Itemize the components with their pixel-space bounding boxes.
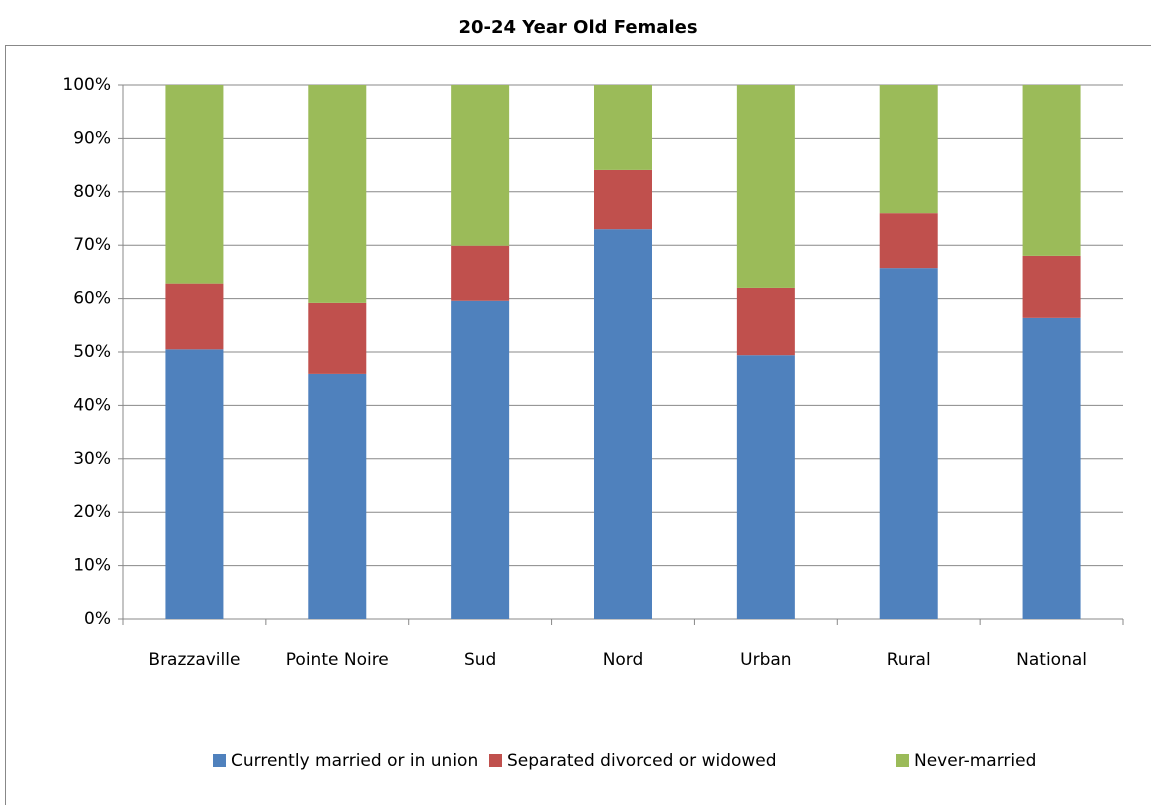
bar-segment (880, 213, 938, 268)
y-tick-label: 80% (73, 182, 111, 202)
x-tick-label: Nord (603, 650, 644, 670)
legend-label: Separated divorced or widowed (507, 751, 777, 771)
y-tick-label: 70% (73, 235, 111, 255)
legend-label: Never-married (914, 751, 1036, 771)
bar-segment (880, 85, 938, 213)
bar-segment (594, 85, 652, 170)
bar-segment (880, 268, 938, 619)
legend-label: Currently married or in union (231, 751, 478, 771)
bar-segment (1023, 256, 1081, 318)
bar-segment (594, 170, 652, 229)
bar-segment (308, 85, 366, 303)
y-tick-label: 30% (73, 449, 111, 469)
bar-segment (451, 85, 509, 246)
y-tick-label: 10% (73, 556, 111, 576)
y-tick-label: 0% (84, 609, 111, 629)
bar-segment (165, 85, 223, 284)
bar-segment (737, 85, 795, 288)
y-tick-label: 20% (73, 502, 111, 522)
y-tick-label: 100% (62, 75, 111, 95)
y-tick-label: 50% (73, 342, 111, 362)
bar-segment (308, 303, 366, 374)
bar-segment (737, 355, 795, 619)
legend-swatch (213, 754, 226, 767)
bar-segment (737, 288, 795, 355)
bar-segment (308, 374, 366, 619)
y-tick-label: 90% (73, 128, 111, 148)
bar-segment (165, 284, 223, 350)
bar-segment (451, 301, 509, 619)
bar-segment (1023, 318, 1081, 619)
bar-segment (451, 246, 509, 301)
bar-segment (594, 229, 652, 619)
bar-segment (1023, 85, 1081, 256)
y-tick-label: 40% (73, 395, 111, 415)
x-tick-label: Rural (887, 650, 931, 670)
x-tick-label: Brazzaville (148, 650, 240, 670)
x-tick-label: Sud (464, 650, 496, 670)
y-tick-label: 60% (73, 289, 111, 309)
legend-swatch (489, 754, 502, 767)
x-tick-label: Urban (740, 650, 791, 670)
bar-segment (165, 349, 223, 619)
chart-title: 20-24 Year Old Females (458, 17, 697, 38)
x-tick-label: National (1016, 650, 1087, 670)
legend-swatch (896, 754, 909, 767)
x-tick-label: Pointe Noire (286, 650, 389, 670)
